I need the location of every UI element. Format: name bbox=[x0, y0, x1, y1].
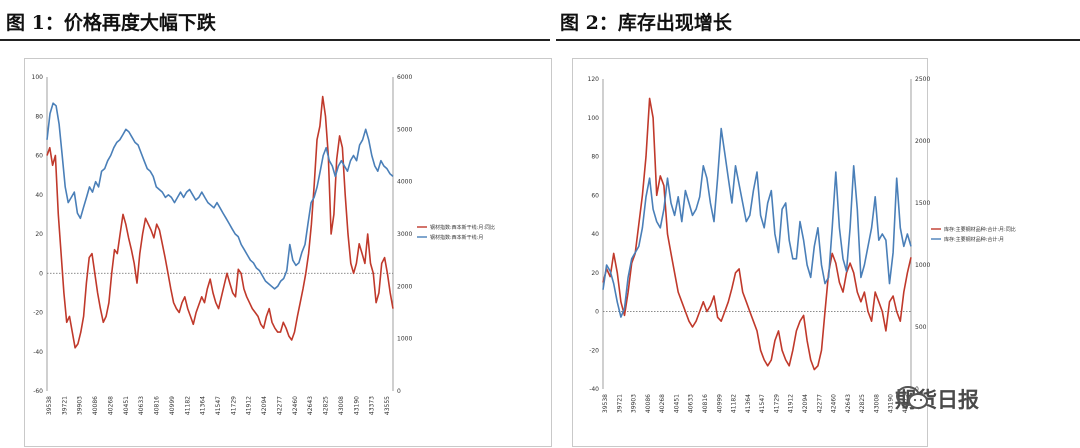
figure1-chart: 100 80 60 40 20 0 -20 -40 -60 6000 5000 4000 3000 200… bbox=[32, 74, 496, 415]
right-tick-label: 2500 bbox=[915, 76, 930, 83]
x-tick-label: 40999 bbox=[716, 394, 723, 413]
left-tick-label: 80 bbox=[35, 113, 43, 120]
legend-label-2: 钢材指数:西本新干线:月 bbox=[430, 234, 483, 241]
x-tick-label: 42825 bbox=[323, 396, 330, 415]
x-tick-label: 43555 bbox=[384, 396, 391, 415]
x-tick-label: 43373 bbox=[369, 396, 376, 415]
figure2-chart-panel: 120 100 80 60 40 20 0 -20 -40 2500 2000 1500 1000 500… bbox=[572, 58, 1016, 447]
left-tick-label: -60 bbox=[33, 388, 43, 395]
x-tick-label: 43008 bbox=[338, 396, 345, 415]
x-tick-label: 42094 bbox=[802, 394, 809, 413]
x-tick-label: 42460 bbox=[292, 396, 299, 415]
x-tick-label: 42643 bbox=[845, 394, 852, 413]
left-tick-label: -40 bbox=[33, 349, 43, 356]
right-tick-label: 0 bbox=[397, 388, 401, 395]
left-tick-label: -20 bbox=[33, 310, 43, 317]
heading-rule-left bbox=[0, 39, 550, 41]
series-line-2 bbox=[46, 102, 394, 290]
right-tick-label: 1000 bbox=[397, 336, 412, 343]
right-tick-label: 1500 bbox=[915, 200, 930, 207]
figure2-heading: 图 2：库存出现增长 bbox=[560, 12, 732, 34]
x-tick-label: 41547 bbox=[759, 394, 766, 413]
x-tick-label: 40451 bbox=[673, 394, 680, 413]
x-tick-label: 39721 bbox=[616, 394, 623, 413]
right-tick-label: 4000 bbox=[397, 179, 412, 186]
right-tick-label: 500 bbox=[915, 324, 927, 331]
x-tick-label: 41364 bbox=[200, 396, 207, 415]
x-tick-label: 40816 bbox=[154, 396, 161, 415]
x-tick-label: 41729 bbox=[230, 396, 237, 415]
left-tick-label: 0 bbox=[595, 309, 599, 316]
x-tick-label: 40633 bbox=[138, 396, 145, 415]
right-tick-label: 5000 bbox=[397, 126, 412, 133]
series-line-1 bbox=[602, 97, 912, 371]
x-tick-label: 40816 bbox=[702, 394, 709, 413]
x-tick-label: 42825 bbox=[859, 394, 866, 413]
figure1-chart-panel: 100 80 60 40 20 0 -20 -40 -60 6000 5000 4000 3000 200… bbox=[24, 58, 552, 447]
series-line-1 bbox=[46, 95, 394, 349]
right-tick-label: 2000 bbox=[915, 138, 930, 145]
heading-rule-right bbox=[556, 39, 1080, 41]
right-tick-label: 6000 bbox=[397, 74, 412, 81]
legend-label-2: 库存:主要钢材品种:合计:月 bbox=[944, 236, 1004, 243]
x-tick-label: 43190 bbox=[353, 396, 360, 415]
left-tick-label: 40 bbox=[35, 192, 43, 199]
x-tick-label: 42643 bbox=[307, 396, 314, 415]
left-tick-label: 0 bbox=[39, 270, 43, 277]
x-tick-label: 40633 bbox=[688, 394, 695, 413]
x-tick-label: 42277 bbox=[816, 394, 823, 413]
series-line-2 bbox=[602, 127, 912, 318]
legend-label-1: 钢材指数:西本新干线:月:同比 bbox=[430, 224, 495, 231]
x-tick-label: 41364 bbox=[745, 394, 752, 413]
x-tick-label: 40268 bbox=[659, 394, 666, 413]
x-tick-label: 43008 bbox=[873, 394, 880, 413]
left-tick-label: 20 bbox=[35, 231, 43, 238]
right-tick-label: 1000 bbox=[915, 262, 930, 269]
x-tick-label: 42460 bbox=[831, 394, 838, 413]
x-tick-label: 39538 bbox=[602, 394, 609, 413]
left-tick-label: 120 bbox=[588, 76, 600, 83]
x-tick-label: 41182 bbox=[731, 394, 738, 413]
x-tick-label: 39903 bbox=[77, 396, 84, 415]
x-tick-label: 40086 bbox=[645, 394, 652, 413]
right-tick-label: 2000 bbox=[397, 283, 412, 290]
x-tick-label: 43373 bbox=[902, 394, 909, 413]
left-tick-label: 20 bbox=[591, 270, 599, 277]
x-tick-label: 41912 bbox=[246, 396, 253, 415]
x-tick-label: 42277 bbox=[276, 396, 283, 415]
left-tick-label: -20 bbox=[589, 347, 599, 354]
x-tick-label: 40268 bbox=[107, 396, 114, 415]
wechat-icon bbox=[896, 386, 928, 409]
left-tick-label: 100 bbox=[588, 115, 600, 122]
x-tick-label: 39721 bbox=[61, 396, 68, 415]
legend-label-1: 库存:主要钢材品种:合计:月:同比 bbox=[944, 226, 1016, 233]
x-tick-label: 39538 bbox=[46, 396, 53, 415]
left-tick-label: 80 bbox=[591, 154, 599, 161]
x-tick-label: 40999 bbox=[169, 396, 176, 415]
x-tick-label: 43190 bbox=[888, 394, 895, 413]
right-tick-label: 3000 bbox=[397, 231, 412, 238]
x-tick-label: 40086 bbox=[92, 396, 99, 415]
x-tick-label: 40451 bbox=[123, 396, 130, 415]
left-tick-label: 40 bbox=[591, 231, 599, 238]
left-tick-label: 100 bbox=[32, 74, 44, 81]
left-tick-label: 60 bbox=[591, 192, 599, 199]
x-tick-label: 42094 bbox=[261, 396, 268, 415]
watermark: 期货日报 bbox=[895, 384, 979, 414]
x-tick-label: 41729 bbox=[773, 394, 780, 413]
left-tick-label: 60 bbox=[35, 153, 43, 160]
x-tick-label: 41547 bbox=[215, 396, 222, 415]
x-tick-label: 39903 bbox=[631, 394, 638, 413]
figure1-heading: 图 1：价格再度大幅下跌 bbox=[6, 12, 216, 34]
x-tick-label: 41182 bbox=[184, 396, 191, 415]
figure2-chart: 120 100 80 60 40 20 0 -20 -40 2500 2000 1500 1000 500… bbox=[588, 76, 1016, 413]
left-tick-label: -40 bbox=[589, 386, 599, 393]
x-tick-label: 41912 bbox=[788, 394, 795, 413]
